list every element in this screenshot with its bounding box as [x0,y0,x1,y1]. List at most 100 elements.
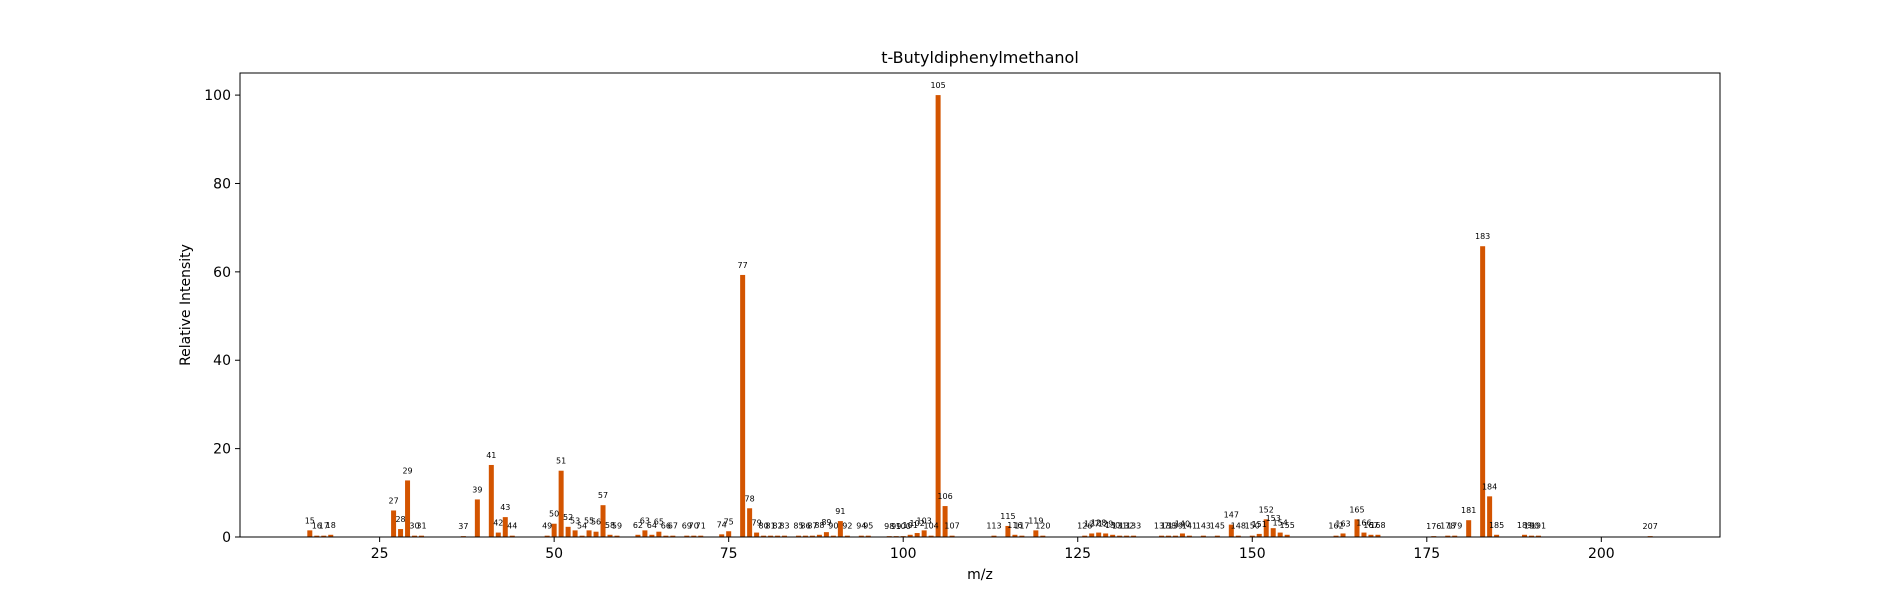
peak-label: 128 [1091,519,1106,528]
peak-label: 87 [807,522,817,531]
peak-bar [837,521,843,537]
peak-label: 181 [1461,506,1476,515]
peak-bar [1012,534,1018,537]
peak-label: 80 [758,522,768,531]
peak-label: 138 [1161,522,1176,531]
peak-label: 163 [1335,519,1350,528]
peak-label: 63 [640,516,650,525]
peak-label: 166 [1356,519,1371,528]
peak-bar [314,535,320,537]
peak-bar [391,510,397,537]
peak-bar [865,535,871,537]
peak-bar [1200,535,1206,537]
peak-label: 207 [1643,522,1658,531]
peak-label: 52 [563,513,573,522]
peak-bar [768,535,774,537]
peak-bar [593,531,599,537]
peak-label: 94 [856,522,866,531]
peak-label: 131 [1112,522,1127,531]
peak-label: 104 [923,522,938,531]
peak-bar [1270,528,1276,537]
peak-bar [544,535,550,537]
peak-bar [1522,534,1528,537]
peak-label: 43 [500,503,510,512]
peak-label: 57 [598,491,608,500]
peak-label: 140 [1175,519,1190,528]
peak-bar [795,535,801,537]
peak-bar [1249,535,1255,537]
peak-bar [474,499,480,537]
peak-label: 15 [305,516,315,525]
peak-bar [858,535,864,537]
y-tick-label: 100 [204,88,231,104]
peak-bar [1110,534,1116,537]
peak-label: 67 [668,522,678,531]
y-tick-label: 80 [213,176,231,192]
peak-label: 31 [416,522,426,531]
peak-bar [809,535,815,537]
peak-label: 129 [1098,519,1113,528]
peak-bar [1005,525,1011,537]
peak-bar [398,529,404,537]
peak-label: 17 [319,522,329,531]
peak-label: 42 [493,519,503,528]
x-axis-label: m/z [967,567,993,583]
peak-label: 29 [402,466,412,475]
peak-label: 137 [1154,522,1169,531]
peak-bar [328,534,334,537]
plot-frame [239,72,1721,538]
peak-bar [656,531,662,537]
peak-bar [1466,520,1472,537]
peak-bar [1361,532,1367,537]
peak-bar [1284,534,1290,537]
peak-bar [935,95,941,537]
peak-label: 79 [752,519,762,528]
peak-label: 152 [1259,505,1274,514]
peak-bar [747,508,753,537]
peak-label: 86 [800,522,810,531]
peak-label: 189 [1517,521,1532,530]
peak-bar [1019,535,1025,537]
peak-bar [1096,532,1102,537]
peak-bar [1333,535,1339,537]
peak-bar [614,535,620,537]
y-tick-label: 60 [213,265,231,281]
peak-label: 37 [458,522,468,531]
peak-bar [579,535,585,537]
y-tick-label: 0 [222,530,231,546]
peak-bar [1277,532,1283,537]
peak-bar [502,517,508,537]
peak-bar [1235,535,1241,537]
peak-label: 126 [1077,522,1092,531]
peak-bar [942,506,948,537]
peak-bar [830,535,836,537]
peak-label: 139 [1168,522,1183,531]
x-tick-label: 100 [890,546,917,562]
peak-label: 54 [577,522,587,531]
peak-bar [782,535,788,537]
peak-bar [719,534,725,537]
peak-bar [754,532,760,537]
peak-bar [1480,246,1486,537]
peak-bar [1368,534,1374,537]
peak-bar [802,535,808,537]
peak-label: 77 [738,261,748,270]
peak-label: 39 [472,485,482,494]
peak-label: 53 [570,516,580,525]
peak-bar [698,535,704,537]
peak-bar [1033,530,1039,537]
peak-bar [907,534,913,537]
peak-bar [321,535,327,537]
peak-label: 82 [772,522,782,531]
peak-bar [914,533,920,537]
peak-label: 190 [1524,522,1539,531]
peak-label: 107 [944,522,959,531]
peak-bar [565,526,571,537]
peak-label: 92 [842,522,852,531]
peak-label: 147 [1224,511,1239,520]
peak-bar [412,535,418,537]
peak-bar [1172,535,1178,537]
peak-bar [572,530,578,537]
peak-bar [307,530,313,537]
